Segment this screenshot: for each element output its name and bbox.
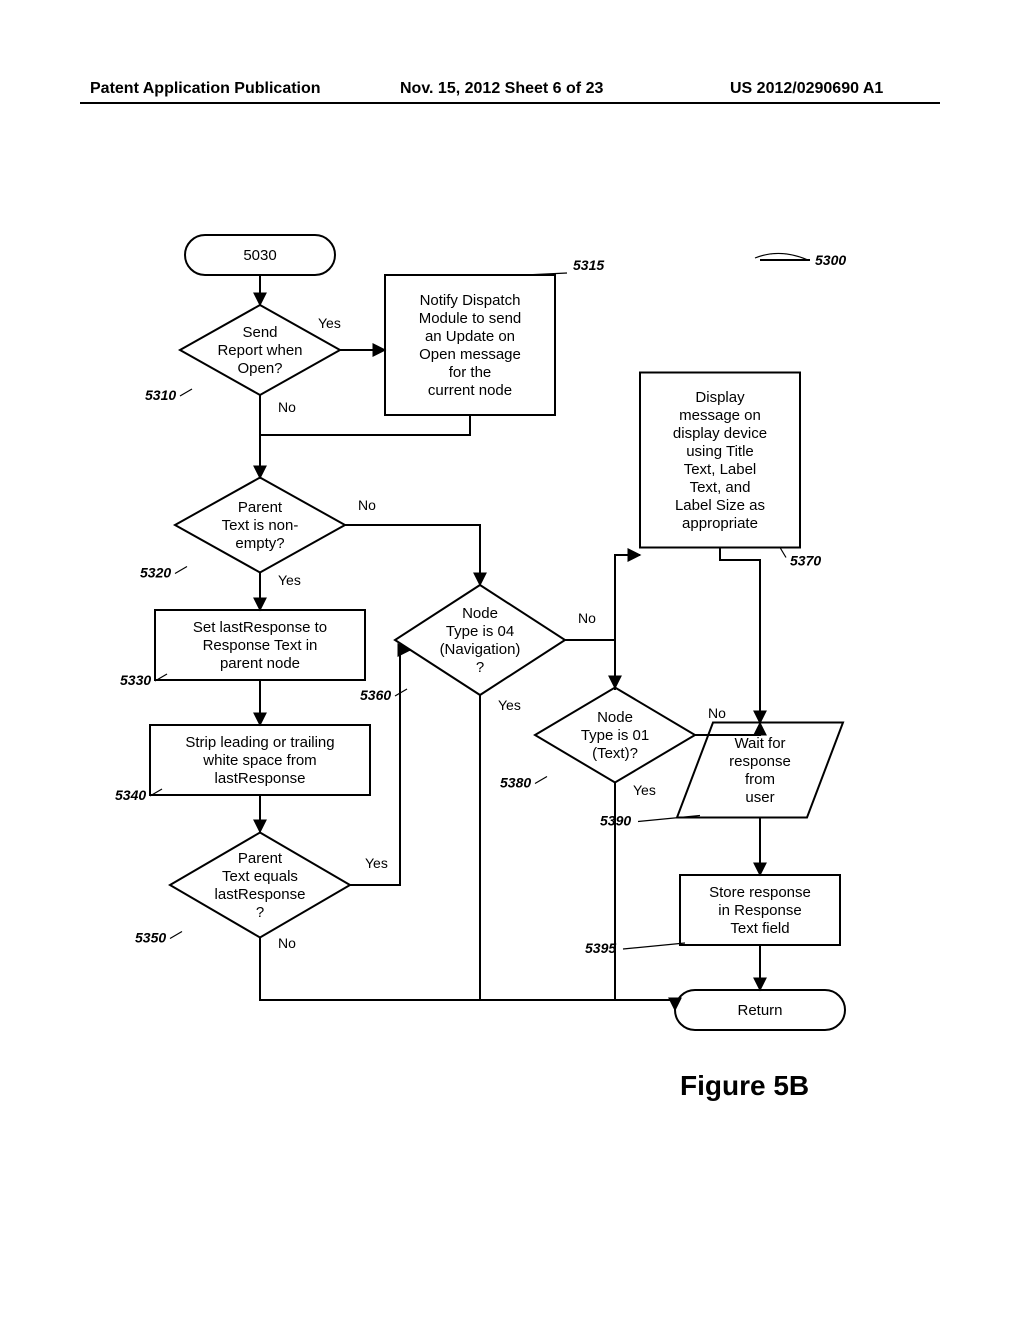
svg-text:Type is 01: Type is 01 (581, 727, 649, 744)
svg-text:No: No (578, 610, 596, 626)
flowchart-canvas: 5030 SendReport whenOpen? 5310 Notify Dispa… (0, 110, 1024, 1210)
header-mid: Nov. 15, 2012 Sheet 6 of 23 (400, 80, 603, 98)
svg-text:lastResponse: lastResponse (215, 770, 306, 787)
svg-text:Text is non-: Text is non- (222, 517, 299, 534)
svg-text:for the: for the (449, 364, 492, 381)
svg-text:5370: 5370 (790, 553, 821, 569)
svg-text:5300: 5300 (815, 252, 846, 268)
svg-text:Text field: Text field (730, 920, 789, 937)
header-left: Patent Application Publication (90, 80, 321, 98)
svg-text:5360: 5360 (360, 687, 391, 703)
svg-text:?: ? (476, 659, 484, 676)
svg-text:5315: 5315 (573, 257, 604, 273)
flowchart-svg: 5030 SendReport whenOpen? 5310 Notify Dispa… (0, 110, 1024, 1110)
header-rule (80, 102, 940, 104)
svg-text:using Title: using Title (686, 443, 754, 460)
svg-text:Send: Send (242, 324, 277, 341)
svg-text:Label Size as: Label Size as (675, 497, 765, 514)
svg-text:No: No (278, 935, 296, 951)
svg-text:Yes: Yes (498, 697, 521, 713)
svg-text:(Text)?: (Text)? (592, 745, 638, 762)
svg-text:Text equals: Text equals (222, 868, 298, 885)
svg-text:5310: 5310 (145, 387, 176, 403)
svg-text:Notify Dispatch: Notify Dispatch (420, 292, 521, 309)
svg-text:5320: 5320 (140, 565, 171, 581)
svg-text:Text, Label: Text, Label (684, 461, 757, 478)
svg-text:appropriate: appropriate (682, 515, 758, 532)
svg-text:in Response: in Response (718, 902, 801, 919)
svg-text:Store response: Store response (709, 884, 811, 901)
svg-text:Text, and: Text, and (690, 479, 751, 496)
svg-text:(Navigation): (Navigation) (440, 641, 521, 658)
svg-text:No: No (278, 399, 296, 415)
svg-text:?: ? (256, 904, 264, 921)
svg-text:Node: Node (597, 709, 633, 726)
svg-text:Yes: Yes (633, 782, 656, 798)
svg-text:Strip leading or trailing: Strip leading or trailing (185, 734, 334, 751)
figure-label: Figure 5B (680, 1070, 809, 1102)
svg-text:Report when: Report when (217, 342, 302, 359)
svg-text:from: from (745, 771, 775, 788)
svg-text:lastResponse: lastResponse (215, 886, 306, 903)
svg-text:Type is 04: Type is 04 (446, 623, 514, 640)
svg-text:Yes: Yes (365, 855, 388, 871)
svg-text:parent node: parent node (220, 655, 300, 672)
svg-text:5030: 5030 (243, 247, 276, 264)
svg-text:5340: 5340 (115, 787, 146, 803)
svg-text:Yes: Yes (278, 572, 301, 588)
svg-text:Module to send: Module to send (419, 310, 522, 327)
svg-text:5350: 5350 (135, 930, 166, 946)
svg-text:5330: 5330 (120, 672, 151, 688)
svg-text:5395: 5395 (585, 940, 616, 956)
svg-text:empty?: empty? (235, 535, 284, 552)
svg-text:Parent: Parent (238, 850, 283, 867)
svg-text:response: response (729, 753, 791, 770)
svg-text:Open?: Open? (237, 360, 282, 377)
svg-text:No: No (358, 497, 376, 513)
svg-text:5380: 5380 (500, 775, 531, 791)
svg-text:display device: display device (673, 425, 767, 442)
svg-text:white space from: white space from (202, 752, 316, 769)
svg-text:user: user (745, 789, 774, 806)
svg-text:Response Text in: Response Text in (203, 637, 318, 654)
header-right: US 2012/0290690 A1 (730, 80, 883, 98)
svg-text:current node: current node (428, 382, 512, 399)
svg-text:message on: message on (679, 407, 761, 424)
svg-text:Parent: Parent (238, 499, 283, 516)
svg-text:Wait for: Wait for (734, 735, 785, 752)
svg-text:Node: Node (462, 605, 498, 622)
svg-text:an Update on: an Update on (425, 328, 515, 345)
svg-text:Set lastResponse to: Set lastResponse to (193, 619, 327, 636)
svg-text:No: No (708, 705, 726, 721)
svg-text:Open message: Open message (419, 346, 521, 363)
svg-text:Yes: Yes (318, 315, 341, 331)
svg-text:Display: Display (695, 389, 745, 406)
svg-text:Return: Return (737, 1002, 782, 1019)
